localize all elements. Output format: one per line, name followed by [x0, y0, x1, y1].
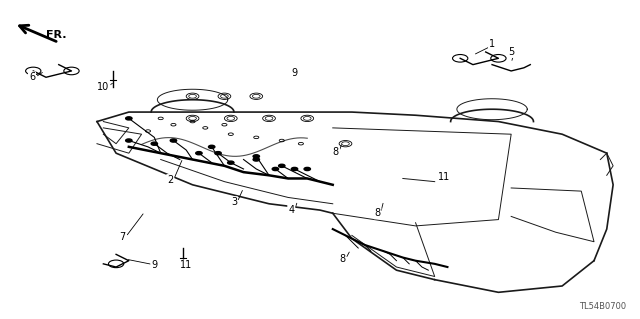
Text: 9: 9 [291, 68, 298, 78]
Circle shape [278, 164, 285, 167]
Circle shape [228, 161, 234, 164]
Text: 3: 3 [231, 197, 237, 207]
Text: 8: 8 [374, 208, 380, 218]
Text: 4: 4 [288, 205, 294, 215]
Circle shape [151, 142, 157, 145]
Circle shape [170, 139, 177, 142]
Circle shape [209, 145, 215, 148]
Circle shape [304, 167, 310, 171]
Circle shape [125, 117, 132, 120]
Text: 7: 7 [119, 232, 125, 242]
Text: 2: 2 [167, 175, 173, 185]
Circle shape [272, 167, 278, 171]
Text: 11: 11 [180, 260, 192, 271]
Text: 11: 11 [438, 172, 451, 182]
Circle shape [215, 152, 221, 155]
Text: 5: 5 [508, 47, 515, 57]
Text: FR.: FR. [46, 30, 67, 40]
Circle shape [253, 155, 259, 158]
Circle shape [125, 139, 132, 142]
Text: 1: 1 [489, 39, 495, 49]
Text: TL54B0700: TL54B0700 [579, 302, 626, 311]
Circle shape [253, 158, 259, 161]
Text: 9: 9 [151, 260, 157, 271]
Circle shape [196, 152, 202, 155]
Text: 8: 8 [333, 147, 339, 157]
Text: 10: 10 [97, 82, 109, 92]
Text: 6: 6 [29, 72, 35, 82]
Text: 8: 8 [339, 254, 346, 264]
Circle shape [291, 167, 298, 171]
